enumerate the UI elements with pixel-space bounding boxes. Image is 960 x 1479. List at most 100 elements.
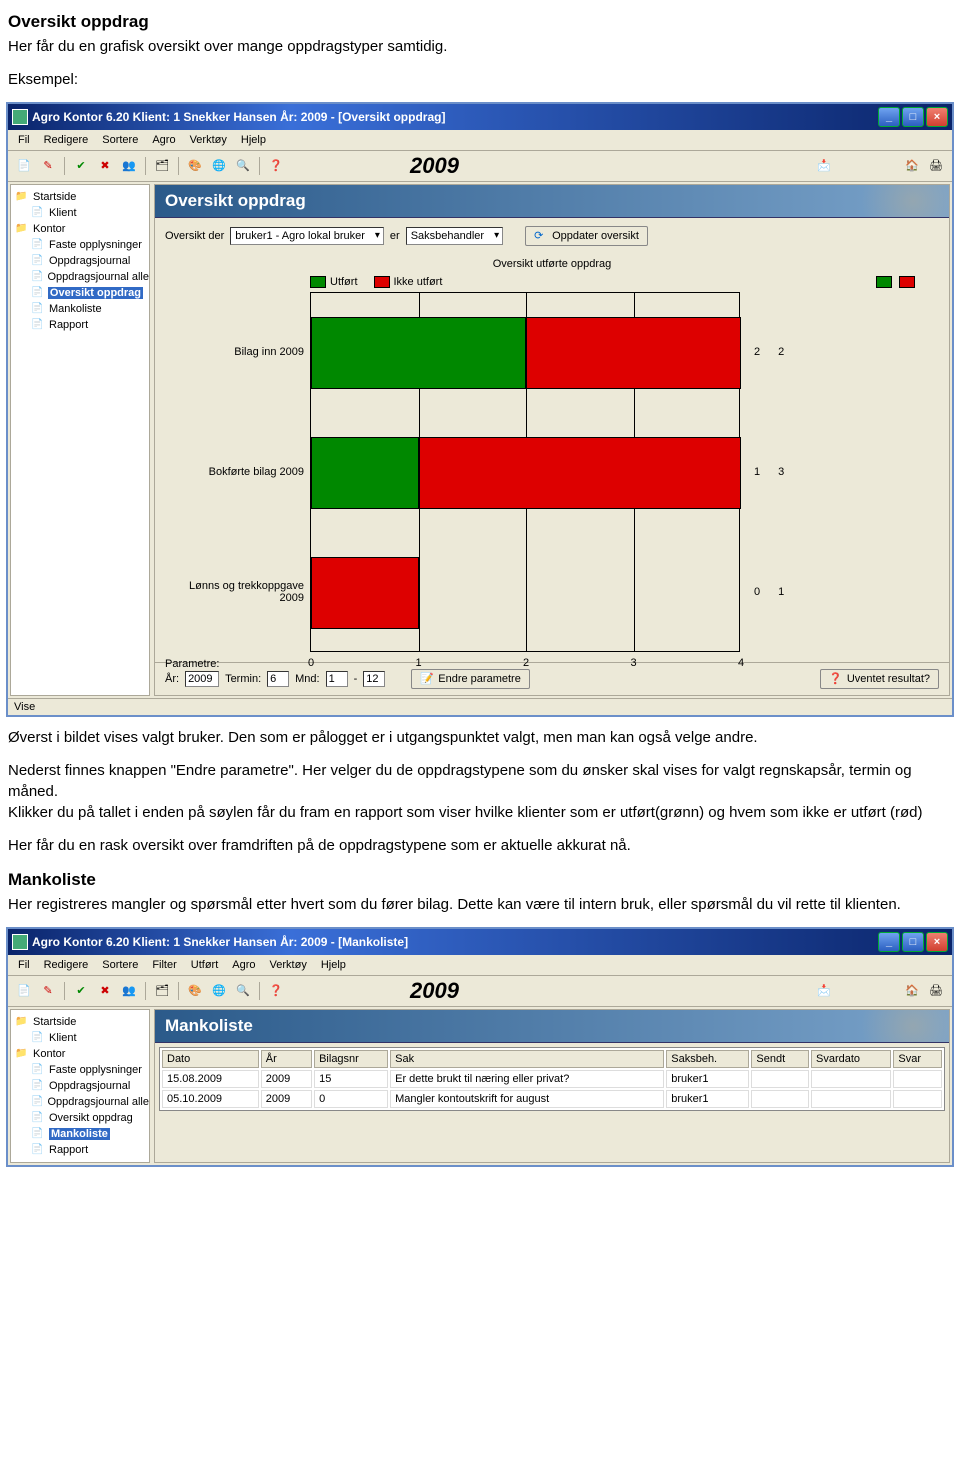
tool-palette-icon[interactable]: 🎨 [185, 981, 205, 1001]
edit-params-button[interactable]: 📝 Endre parametre [411, 669, 530, 689]
table-row[interactable]: 05.10.200920090Mangler kontoutskrift for… [162, 1090, 942, 1108]
tool-check-icon[interactable]: ✔ [71, 156, 91, 176]
tool-mail-icon[interactable]: 📩 [814, 156, 834, 176]
menu-item[interactable]: Sortere [96, 957, 144, 973]
params-mnd1-input[interactable] [326, 671, 348, 687]
table-header[interactable]: Sak [390, 1050, 664, 1068]
tree-icon: 📁 [15, 1016, 29, 1028]
sidebar-item[interactable]: 📄 Faste opplysninger [13, 1062, 147, 1078]
menu-item[interactable]: Agro [226, 957, 261, 973]
sidebar-item[interactable]: 📁Startside [13, 1014, 147, 1030]
tool-users-icon[interactable]: 👥 [119, 981, 139, 1001]
value-notdone[interactable]: 2 [778, 346, 784, 358]
user-combo[interactable]: bruker1 - Agro lokal bruker [230, 227, 384, 245]
menu-item[interactable]: Verktøy [184, 132, 233, 148]
tool-home-icon[interactable]: 🏠 [902, 981, 922, 1001]
sidebar-item[interactable]: 📄Oppdragsjournal alle [13, 1094, 147, 1110]
value-done[interactable]: 0 [754, 586, 760, 598]
tool-edit-icon[interactable]: ✎ [38, 156, 58, 176]
table-header[interactable]: År [261, 1050, 312, 1068]
table-header[interactable]: Bilagsnr [314, 1050, 388, 1068]
sidebar-item[interactable]: 📄Klient [13, 1030, 147, 1046]
menu-item[interactable]: Utført [185, 957, 225, 973]
tool-refresh-icon[interactable]: 🔍 [233, 981, 253, 1001]
menu-item[interactable]: Verktøy [264, 957, 313, 973]
tool-palette-icon[interactable]: 🎨 [185, 156, 205, 176]
sidebar-item[interactable]: 📄Faste opplysninger [13, 237, 147, 253]
tool-new-icon[interactable]: 📄 [14, 981, 34, 1001]
menu-item[interactable]: Redigere [38, 132, 95, 148]
menu-item[interactable]: Sortere [96, 132, 144, 148]
tool-card-icon[interactable]: 🗂 [152, 981, 172, 1001]
sidebar-item[interactable]: 📁Kontor [13, 221, 147, 237]
params-termin-input[interactable] [267, 671, 289, 687]
menu-item[interactable]: Hjelp [315, 957, 352, 973]
titlebar[interactable]: Agro Kontor 6.20 Klient: 1 Snekker Hanse… [8, 104, 952, 130]
sidebar-item[interactable]: 📁Kontor [13, 1046, 147, 1062]
menu-item[interactable]: Filter [146, 957, 182, 973]
table-row[interactable]: 15.08.2009200915Er dette brukt til nærin… [162, 1070, 942, 1088]
bar-notdone[interactable] [419, 437, 742, 509]
params-ar-input[interactable] [185, 671, 219, 687]
bar-done[interactable] [311, 437, 419, 509]
tool-check-icon[interactable]: ✔ [71, 981, 91, 1001]
maximize-button[interactable]: □ [902, 107, 924, 127]
unexpected-result-button[interactable]: ❓ Uventet resultat? [820, 669, 939, 689]
tool-home-icon[interactable]: 🏠 [902, 156, 922, 176]
tree-icon: 📄 [31, 1064, 45, 1076]
tool-mail-icon[interactable]: 📩 [814, 981, 834, 1001]
sidebar-item[interactable]: 📄Oversikt oppdrag [13, 285, 147, 301]
table-header[interactable]: Saksbeh. [666, 1050, 749, 1068]
sidebar-item[interactable]: 📄Oppdragsjournal [13, 1078, 147, 1094]
value-done[interactable]: 1 [754, 466, 760, 478]
maximize-button[interactable]: □ [902, 932, 924, 952]
app-icon [12, 934, 28, 950]
bar-done[interactable] [311, 317, 526, 389]
minimize-button[interactable]: _ [878, 107, 900, 127]
menu-item[interactable]: Redigere [38, 957, 95, 973]
menu-item[interactable]: Fil [12, 132, 36, 148]
tool-edit-icon[interactable]: ✎ [38, 981, 58, 1001]
sidebar-item[interactable]: 📄Mankoliste [13, 301, 147, 317]
menu-item[interactable]: Agro [146, 132, 181, 148]
role-combo[interactable]: Saksbehandler [406, 227, 503, 245]
close-button[interactable]: × [926, 107, 948, 127]
tool-globe-icon[interactable]: 🌐 [209, 981, 229, 1001]
refresh-button[interactable]: ⟳ Oppdater oversikt [525, 226, 648, 246]
table-header[interactable]: Svar [893, 1050, 942, 1068]
value-done[interactable]: 2 [754, 346, 760, 358]
params-mnd2-input[interactable] [363, 671, 385, 687]
tool-print-icon[interactable]: 🖨 [926, 156, 946, 176]
sidebar-item[interactable]: 📄Rapport [13, 1142, 147, 1158]
bar-notdone[interactable] [311, 557, 419, 629]
close-button[interactable]: × [926, 932, 948, 952]
menu-item[interactable]: Fil [12, 957, 36, 973]
bar-notdone[interactable] [526, 317, 741, 389]
table-header[interactable]: Svardato [811, 1050, 891, 1068]
sidebar-item[interactable]: 📄Oppdragsjournal alle [13, 269, 147, 285]
sidebar-item[interactable]: 📄Oppdragsjournal [13, 253, 147, 269]
menu-item[interactable]: Hjelp [235, 132, 272, 148]
tool-card-icon[interactable]: 🗂 [152, 156, 172, 176]
sidebar-item[interactable]: 📄Oversikt oppdrag [13, 1110, 147, 1126]
sidebar-item[interactable]: 📄Rapport [13, 317, 147, 333]
tool-help-icon[interactable]: ❓ [266, 156, 286, 176]
sidebar-item[interactable]: 📄Mankoliste [13, 1126, 147, 1142]
sidebar-item[interactable]: 📄Klient [13, 205, 147, 221]
tool-help-icon[interactable]: ❓ [266, 981, 286, 1001]
tool-print-icon[interactable]: 🖨 [926, 981, 946, 1001]
sidebar-item[interactable]: 📁Startside [13, 189, 147, 205]
tool-new-icon[interactable]: 📄 [14, 156, 34, 176]
tool-cross-icon[interactable]: ✖ [95, 981, 115, 1001]
minimize-button[interactable]: _ [878, 932, 900, 952]
tool-users-icon[interactable]: 👥 [119, 156, 139, 176]
tool-globe-icon[interactable]: 🌐 [209, 156, 229, 176]
titlebar[interactable]: Agro Kontor 6.20 Klient: 1 Snekker Hanse… [8, 929, 952, 955]
table-header[interactable]: Dato [162, 1050, 259, 1068]
value-notdone[interactable]: 1 [778, 586, 784, 598]
value-notdone[interactable]: 3 [778, 466, 784, 478]
tool-refresh-icon[interactable]: 🔍 [233, 156, 253, 176]
sidebar-item-label: Faste opplysninger [49, 1064, 142, 1076]
table-header[interactable]: Sendt [751, 1050, 809, 1068]
tool-cross-icon[interactable]: ✖ [95, 156, 115, 176]
